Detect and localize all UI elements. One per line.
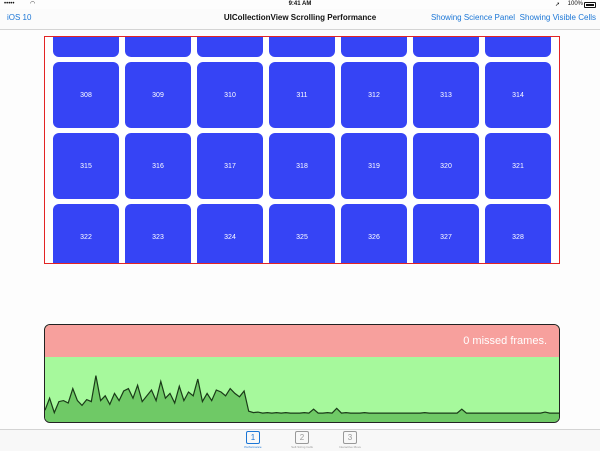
- collection-cell[interactable]: [269, 37, 335, 57]
- collection-cell[interactable]: 318: [269, 133, 335, 199]
- battery-percent: 100%: [567, 1, 583, 7]
- navigation-bar: iOS 10 UICollectionView Scrolling Perfor…: [0, 9, 600, 30]
- collection-cell[interactable]: 325: [269, 204, 335, 263]
- collection-cell[interactable]: 320: [413, 133, 479, 199]
- missed-frames-text: 0 missed frames.: [463, 335, 547, 347]
- tab-interactive-move[interactable]: 3 Interactive Move: [330, 431, 370, 449]
- collection-cell[interactable]: [197, 37, 263, 57]
- collection-cell[interactable]: 321: [485, 133, 551, 199]
- collection-cell[interactable]: 311: [269, 62, 335, 128]
- page-title: UICollectionView Scrolling Performance: [223, 13, 377, 22]
- tab-label: Performance: [244, 445, 262, 449]
- missed-frames-banner: 0 missed frames.: [45, 325, 559, 357]
- collection-cell[interactable]: [485, 37, 551, 57]
- frame-time-graph: [45, 375, 559, 422]
- collection-cell[interactable]: 313: [413, 62, 479, 128]
- collection-cell[interactable]: [341, 37, 407, 57]
- collection-cell[interactable]: 317: [197, 133, 263, 199]
- collection-cell[interactable]: 314: [485, 62, 551, 128]
- collection-cell[interactable]: 328: [485, 204, 551, 263]
- tab-performance[interactable]: 1 Performance: [233, 431, 273, 449]
- collection-cell[interactable]: 327: [413, 204, 479, 263]
- science-panel-toggle[interactable]: Showing Science Panel: [430, 13, 515, 22]
- collection-cell[interactable]: 322: [53, 204, 119, 263]
- collection-cell[interactable]: 310: [197, 62, 263, 128]
- collection-cell[interactable]: 309: [125, 62, 191, 128]
- collection-cell[interactable]: 316: [125, 133, 191, 199]
- tab-label: Self-Sizing Cells: [291, 445, 313, 449]
- collection-cell[interactable]: [125, 37, 191, 57]
- collection-cell[interactable]: [53, 37, 119, 57]
- signal-strength: •••••: [4, 1, 15, 7]
- tab-label: Interactive Move: [338, 445, 361, 449]
- status-bar: ••••• ◠ 9:41 AM ➚ 100%: [0, 0, 600, 9]
- collection-cell[interactable]: 319: [341, 133, 407, 199]
- frame-time-line: [45, 375, 559, 415]
- collection-cell[interactable]: 326: [341, 204, 407, 263]
- tab-bar: 1 Performance 2 Self-Sizing Cells 3 Inte…: [0, 429, 600, 451]
- science-panel: 0 missed frames.: [44, 324, 560, 423]
- collection-cell[interactable]: 323: [125, 204, 191, 263]
- collection-cell[interactable]: [413, 37, 479, 57]
- location-icon: ➚: [554, 2, 560, 8]
- tab-number-icon: 3: [343, 431, 357, 444]
- back-button[interactable]: iOS 10: [7, 13, 32, 22]
- collection-cell[interactable]: 312: [341, 62, 407, 128]
- battery-icon: [584, 2, 596, 8]
- collection-cell[interactable]: 315: [53, 133, 119, 199]
- collection-view[interactable]: 308 309 310 311 312 313 314 315 316 317 318 319 320 3…: [44, 36, 560, 264]
- visible-cells-toggle[interactable]: Showing Visible Cells: [519, 13, 596, 22]
- wifi-icon: ◠: [30, 1, 36, 7]
- collection-cell[interactable]: 324: [197, 204, 263, 263]
- tab-number-icon: 1: [246, 431, 260, 444]
- collection-cell[interactable]: 308: [53, 62, 119, 128]
- tab-number-icon: 2: [295, 431, 309, 444]
- tab-self-sizing-cells[interactable]: 2 Self-Sizing Cells: [282, 431, 322, 449]
- frame-time-area: [45, 375, 559, 422]
- status-time: 9:41 AM: [288, 1, 312, 7]
